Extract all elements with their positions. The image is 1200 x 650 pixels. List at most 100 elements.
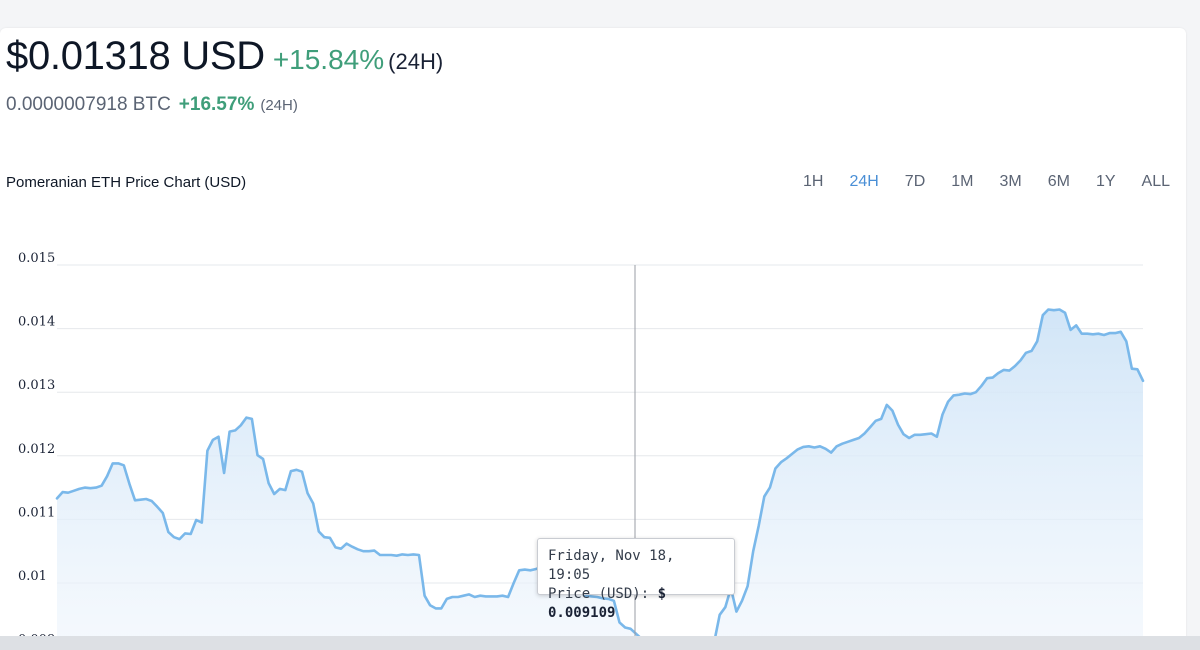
data-point [847, 441, 849, 443]
data-point [346, 543, 348, 545]
data-point [518, 569, 520, 571]
data-point [162, 512, 164, 514]
data-point [435, 607, 437, 610]
data-point [379, 554, 381, 556]
range-button-7d[interactable]: 7D [904, 173, 926, 190]
data-point [1014, 365, 1016, 367]
data-point [117, 462, 119, 464]
data-point [763, 495, 765, 498]
data-point [507, 596, 509, 598]
data-point [151, 500, 153, 502]
data-point [217, 436, 220, 438]
data-point [618, 621, 621, 624]
price-line [55, 308, 1145, 645]
data-point [279, 488, 281, 490]
range-button-1m[interactable]: 1M [951, 173, 974, 190]
data-point [440, 607, 442, 610]
data-point [307, 492, 309, 494]
data-point [334, 546, 337, 549]
data-point [774, 467, 777, 470]
window-bottom-bar [0, 636, 1200, 650]
data-point [908, 437, 910, 439]
data-point [195, 519, 197, 521]
tooltip-value: $ 0.009109 [548, 586, 667, 621]
data-point [56, 497, 58, 499]
data-point [273, 493, 275, 495]
data-point [1008, 370, 1010, 372]
range-button-3m[interactable]: 3M [999, 173, 1022, 190]
data-point [808, 445, 810, 447]
data-point [490, 595, 492, 598]
data-point [1097, 333, 1099, 335]
data-point [479, 595, 481, 597]
data-point [914, 434, 916, 436]
range-button-1y[interactable]: 1Y [1095, 173, 1116, 190]
y-tick-label: 0.01 [18, 569, 47, 584]
data-point [184, 532, 186, 535]
range-button-1h[interactable]: 1H [802, 173, 824, 190]
data-point [769, 487, 771, 489]
data-point [869, 426, 871, 428]
data-point [1136, 368, 1138, 370]
data-point [1036, 340, 1038, 342]
data-point [1075, 324, 1077, 326]
range-button-24h[interactable]: 24H [849, 173, 879, 190]
data-point [836, 445, 838, 447]
data-point [396, 555, 398, 557]
data-point [852, 439, 855, 441]
usd-price: $0.01318 USD [6, 34, 265, 78]
data-point [1070, 329, 1072, 331]
data-point [201, 522, 203, 524]
btc-price: 0.0000007918 BTC [6, 94, 171, 115]
tooltip-label: Price (USD): [548, 586, 650, 602]
data-point [463, 595, 465, 597]
data-point [953, 394, 955, 396]
data-point [457, 596, 459, 598]
data-point [301, 471, 303, 473]
data-point [101, 485, 103, 487]
btc-change-period: (24H) [260, 97, 298, 114]
data-point [1125, 340, 1127, 342]
data-point [468, 593, 470, 596]
data-point [1092, 333, 1094, 335]
data-point [373, 550, 375, 552]
data-point [880, 418, 882, 420]
data-point [875, 420, 877, 422]
data-point [73, 490, 75, 492]
data-point [858, 437, 860, 439]
data-point [340, 548, 342, 550]
data-point [89, 487, 91, 489]
data-point [106, 475, 108, 477]
data-point [513, 582, 515, 584]
range-button-6m[interactable]: 6M [1047, 173, 1070, 190]
usd-price-row: $0.01318 USD +15.84% (24H) [6, 34, 443, 79]
data-point [607, 598, 610, 600]
data-point [791, 453, 793, 455]
data-point [1103, 334, 1105, 336]
data-point [407, 554, 409, 556]
data-point [1047, 308, 1049, 311]
data-point [724, 606, 726, 608]
range-button-all[interactable]: ALL [1141, 173, 1170, 190]
data-point [424, 595, 426, 597]
data-point [178, 538, 181, 540]
chart-title: Pomeranian ETH Price Chart (USD) [6, 174, 247, 191]
data-point [262, 458, 264, 460]
data-point [351, 546, 353, 548]
data-point [741, 600, 743, 602]
data-point [362, 550, 364, 552]
data-point [1058, 308, 1061, 311]
data-point [446, 598, 448, 600]
data-point [496, 595, 498, 598]
data-point [245, 417, 247, 419]
data-point [1053, 309, 1055, 311]
data-point [941, 413, 944, 416]
data-point [112, 462, 114, 464]
data-point [964, 392, 966, 395]
data-point [758, 525, 760, 527]
data-point [1109, 332, 1111, 334]
data-point [969, 393, 972, 395]
data-point [268, 482, 270, 484]
data-point [134, 499, 136, 501]
data-point [1025, 352, 1027, 354]
